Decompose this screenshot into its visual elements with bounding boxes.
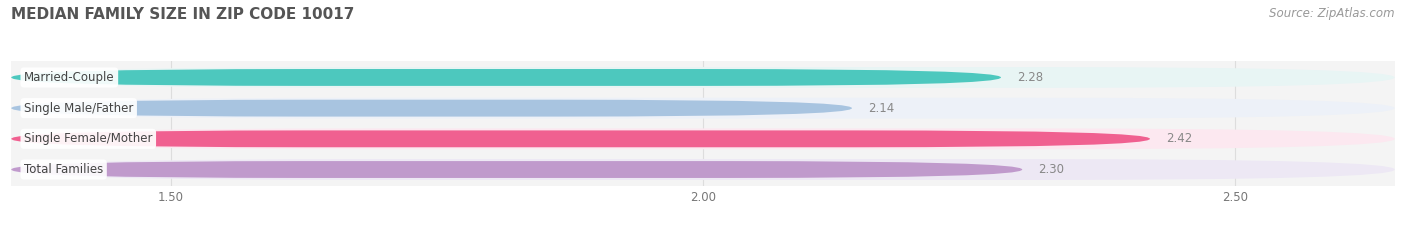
FancyBboxPatch shape — [11, 130, 1150, 147]
Text: 2.42: 2.42 — [1166, 132, 1192, 145]
Text: 2.30: 2.30 — [1038, 163, 1064, 176]
Text: MEDIAN FAMILY SIZE IN ZIP CODE 10017: MEDIAN FAMILY SIZE IN ZIP CODE 10017 — [11, 7, 354, 22]
FancyBboxPatch shape — [11, 100, 852, 116]
Text: Single Female/Mother: Single Female/Mother — [24, 132, 152, 145]
Text: 2.14: 2.14 — [868, 102, 894, 115]
Text: Source: ZipAtlas.com: Source: ZipAtlas.com — [1270, 7, 1395, 20]
Text: Total Families: Total Families — [24, 163, 103, 176]
FancyBboxPatch shape — [11, 161, 1022, 178]
FancyBboxPatch shape — [11, 98, 1395, 119]
FancyBboxPatch shape — [11, 159, 1395, 180]
Text: Single Male/Father: Single Male/Father — [24, 102, 134, 115]
FancyBboxPatch shape — [11, 69, 1001, 86]
Text: 2.28: 2.28 — [1017, 71, 1043, 84]
FancyBboxPatch shape — [11, 128, 1395, 149]
FancyBboxPatch shape — [11, 67, 1395, 88]
Text: Married-Couple: Married-Couple — [24, 71, 115, 84]
